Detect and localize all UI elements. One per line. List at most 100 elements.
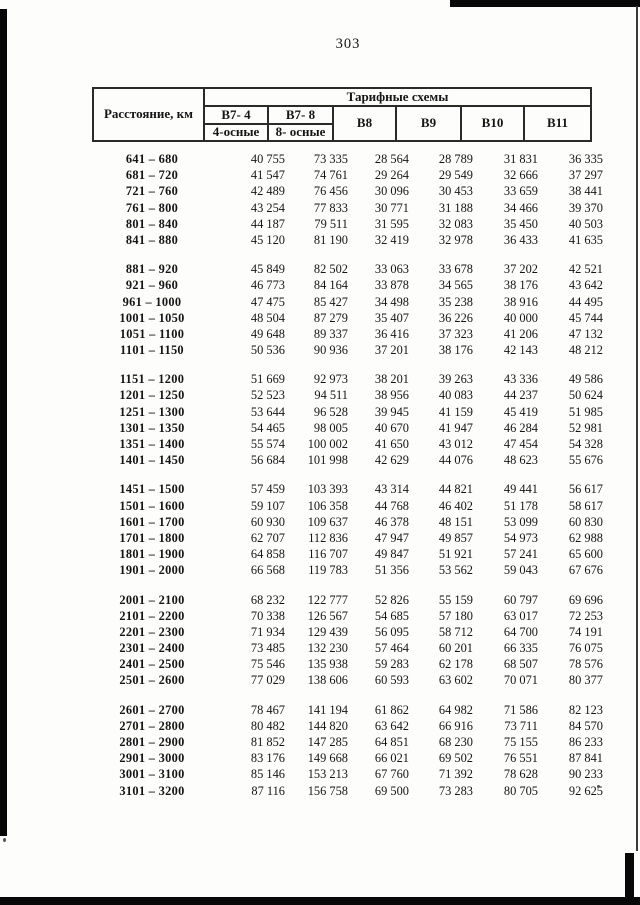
value-cell: 32 978 — [438, 232, 473, 247]
value-cell: 36 226 — [438, 310, 473, 325]
page-number: 303 — [335, 36, 361, 52]
distance-cell: 641 – 680 — [125, 152, 179, 166]
distance-cell: 2701 – 2800 — [119, 718, 185, 733]
value-cell: 44 187 — [250, 216, 285, 231]
col-header-v7-8: В7- 8 — [267, 105, 334, 125]
value-cell: 62 178 — [438, 657, 473, 672]
value-cell: 92 973 — [313, 372, 348, 387]
distance-cell: 1801 – 1900 — [119, 547, 185, 562]
value-cell: 84 570 — [568, 718, 603, 733]
value-cell: 43 642 — [568, 278, 603, 293]
distance-cell: 801 – 840 — [125, 216, 179, 231]
table-row: 841 – 880 45 120 81 190 32 419 32 978 36 433 4… — [92, 232, 608, 248]
value-cell: 56 684 — [250, 453, 285, 468]
distance-cell: 1101 – 1150 — [120, 343, 184, 358]
value-cell: 69 696 — [568, 592, 603, 607]
value-cell: 122 777 — [307, 592, 348, 607]
distance-cell: 2401 – 2500 — [119, 657, 185, 672]
value-cell: 58 617 — [568, 498, 603, 513]
distance-cell: 1601 – 1700 — [119, 514, 185, 529]
value-cell: 60 201 — [438, 641, 473, 656]
distance-cell: 1201 – 1250 — [119, 388, 185, 403]
value-cell: 100 002 — [307, 437, 348, 451]
row-group: 641 – 680 40 755 73 335 28 564 28 789 31 831 3… — [92, 151, 608, 248]
value-cell: 56 095 — [374, 624, 409, 639]
value-cell: 94 511 — [314, 388, 348, 403]
distance-cell: 1151 – 1200 — [119, 372, 185, 387]
value-cell: 77 833 — [313, 200, 348, 215]
value-cell: 38 956 — [374, 388, 409, 403]
distance-cell: 881 – 920 — [125, 262, 179, 277]
value-cell: 138 606 — [307, 673, 348, 688]
table-row: 2401 – 2500 75 546 135 938 59 283 62 178 68 5… — [92, 656, 608, 672]
table-row: 2301 – 2400 73 485 132 230 57 464 60 201 66 3… — [92, 640, 608, 656]
value-cell: 52 826 — [374, 592, 409, 607]
value-cell: 80 377 — [568, 673, 603, 688]
value-cell: 52 523 — [250, 388, 285, 403]
value-cell: 126 567 — [307, 608, 348, 623]
value-cell: 39 370 — [568, 200, 603, 215]
value-cell: 59 107 — [250, 498, 285, 513]
value-cell: 65 600 — [568, 547, 603, 562]
value-cell: 64 858 — [250, 547, 285, 562]
distance-cell: 3001 – 3100 — [119, 767, 185, 782]
table-row: 2801 – 2900 81 852 147 285 64 851 68 230 75 1… — [92, 734, 608, 750]
value-cell: 70 338 — [250, 608, 285, 623]
value-cell: 40 503 — [568, 216, 603, 231]
value-cell: 38 441 — [568, 184, 603, 199]
value-cell: 42 521 — [568, 262, 603, 277]
value-cell: 54 328 — [568, 437, 603, 451]
value-cell: 36 416 — [374, 326, 409, 341]
value-cell: 44 076 — [438, 453, 473, 468]
distance-cell: 961 – 1000 — [122, 294, 182, 309]
row-group: 2001 – 2100 68 232 122 777 52 826 55 159 60 7… — [92, 592, 608, 689]
value-cell: 98 005 — [313, 420, 348, 435]
value-cell: 76 551 — [503, 751, 538, 766]
distance-cell: 1051 – 1100 — [119, 326, 185, 341]
table-row: 2501 – 2600 77 029 138 606 60 593 63 602 70 0… — [92, 672, 608, 688]
value-cell: 71 934 — [250, 624, 285, 639]
distance-cell: 2301 – 2400 — [119, 641, 185, 656]
scan-edge-top-right — [450, 0, 640, 7]
value-cell: 64 700 — [503, 624, 538, 639]
distance-cell: 2901 – 3000 — [119, 751, 185, 766]
scan-edge-left — [0, 9, 7, 836]
value-cell: 60 830 — [568, 514, 603, 529]
value-cell: 80 482 — [250, 718, 285, 733]
value-cell: 35 407 — [374, 310, 409, 325]
table-row: 2001 – 2100 68 232 122 777 52 826 55 159 60 7… — [92, 592, 608, 608]
table-row: 681 – 720 41 547 74 761 29 264 29 549 32 666 3… — [92, 167, 608, 183]
value-cell: 89 337 — [313, 326, 348, 341]
value-cell: 147 285 — [307, 735, 348, 749]
distance-cell: 2501 – 2600 — [119, 673, 185, 688]
value-cell: 30 771 — [374, 200, 409, 215]
scan-edge-right-line — [636, 6, 638, 851]
value-cell: 64 982 — [438, 702, 473, 717]
sub-header-8-axle: 8- осные — [267, 123, 334, 142]
value-cell: 49 648 — [250, 326, 285, 341]
value-cell: 54 465 — [250, 420, 285, 435]
value-cell: 53 562 — [438, 563, 473, 578]
table-row: 1701 – 1800 62 707 112 836 47 947 49 857 54 9… — [92, 530, 608, 546]
row-group: 1451 – 1500 57 459 103 393 43 314 44 821 49 4… — [92, 481, 608, 578]
value-cell: 40 083 — [438, 388, 473, 403]
value-cell: 35 238 — [438, 294, 473, 309]
row-group: 2601 – 2700 78 467 141 194 61 862 64 982 71 5… — [92, 702, 608, 799]
value-cell: 66 335 — [503, 641, 538, 656]
value-cell: 47 454 — [503, 437, 538, 451]
value-cell: 47 132 — [568, 326, 603, 341]
value-cell: 38 201 — [374, 372, 409, 387]
value-cell: 59 283 — [374, 657, 409, 672]
value-cell: 53 099 — [503, 514, 538, 529]
table-row: 641 – 680 40 755 73 335 28 564 28 789 31 831 3… — [92, 151, 608, 167]
value-cell: 75 546 — [250, 657, 285, 672]
value-cell: 87 841 — [568, 751, 603, 766]
value-cell: 32 666 — [503, 168, 538, 183]
value-cell: 62 707 — [250, 530, 285, 545]
table-row: 1051 – 1100 49 648 89 337 36 416 37 323 41 20… — [92, 326, 608, 342]
col-header-v8: В8 — [332, 105, 397, 142]
value-cell: 50 624 — [568, 388, 603, 403]
value-cell: 31 831 — [503, 152, 538, 166]
value-cell: 44 495 — [568, 294, 603, 309]
value-cell: 45 419 — [503, 404, 538, 419]
